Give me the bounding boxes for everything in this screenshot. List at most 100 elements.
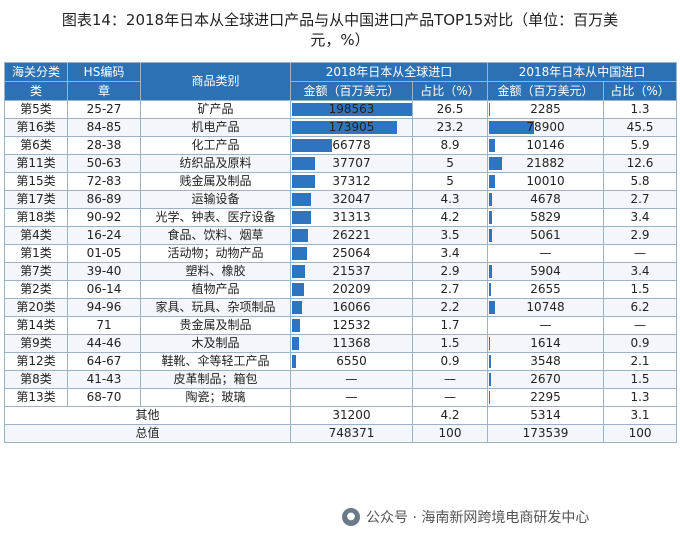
row-china-amount-bar [489,391,491,404]
others-label: 其他 [4,406,291,425]
row-china-amount-bar [489,103,491,116]
row-china-share: 2.9 [603,226,678,245]
row-global-share: 3.4 [411,244,489,263]
row-global-amount-value: 11368 [332,336,371,350]
row-china-amount-value: 5829 [530,210,561,224]
row-global-amount-value: 21537 [332,264,371,278]
row-global-amount-bar [292,283,305,296]
table-row: 第14类 71 贵金属及制品 12532 1.7 — — [4,316,678,335]
header-row-2: 类 章 金额（百万美元） 占比（%） 金额（百万美元） 占比（%） [4,81,678,101]
table-row: 第20类 94-96 家具、玩具、杂项制品 16066 2.2 10748 6.2 [4,298,678,317]
row-china-amount: 3548 [487,352,605,371]
header-global-share: 占比（%） [411,81,489,101]
row-china-amount-bar [489,157,502,170]
row-china-share: 1.5 [603,370,678,389]
row-category: 机电产品 [140,118,291,137]
row-category: 木及制品 [140,334,291,353]
table-row: 第1类 01-05 活动物；动物产品 25064 3.4 — — [4,244,678,263]
row-china-amount-bar [489,211,493,224]
total-global-share: 100 [411,424,489,443]
header-china-amount: 金额（百万美元） [487,81,605,101]
total-global-amount: 748371 [290,424,413,443]
row-global-amount: 6550 [290,352,413,371]
row-global-amount-bar [292,193,312,206]
header-china-share: 占比（%） [603,81,678,101]
row-hs-code: 94-96 [67,298,141,317]
row-customs-class: 第15类 [4,172,68,191]
row-china-amount-value: 10010 [526,174,565,188]
row-china-amount: 5829 [487,208,605,227]
row-global-amount-value: 37312 [332,174,371,188]
chart-title: 图表14：2018年日本从全球进口产品与从中国进口产品TOP15对比（单位：百万… [0,10,680,50]
row-global-amount-bar [292,103,412,116]
row-china-share: 2.1 [603,352,678,371]
row-global-share: 0.9 [411,352,489,371]
header-global-group: 2018年日本从全球进口 [289,62,489,82]
header-category: 商品类别 [140,62,291,101]
row-hs-code: 25-27 [67,100,141,119]
row-china-amount-value: 2655 [530,282,561,296]
row-customs-class: 第7类 [4,262,68,281]
table-row: 第17类 86-89 运输设备 32047 4.3 4678 2.7 [4,190,678,209]
row-category: 运输设备 [140,190,291,209]
row-china-amount-value: 1614 [530,336,561,350]
row-china-amount: 2295 [487,388,605,407]
row-global-amount-bar [292,157,315,170]
row-hs-code: 50-63 [67,154,141,173]
row-category: 光学、钟表、医疗设备 [140,208,291,227]
row-global-amount: 26221 [290,226,413,245]
row-china-share: 3.4 [603,262,678,281]
title-line-2: 元，%） [310,31,370,49]
table-row: 第7类 39-40 塑料、橡胶 21537 2.9 5904 3.4 [4,262,678,281]
row-global-amount-bar [292,211,311,224]
row-china-amount-bar [489,139,495,152]
row-china-amount-bar [489,355,492,368]
row-china-amount-value: — [539,318,552,332]
row-china-amount-bar [489,229,492,242]
row-category: 化工产品 [140,136,291,155]
row-global-amount: 37707 [290,154,413,173]
row-global-amount-bar [292,355,296,368]
row-global-amount-value: 25064 [332,246,371,260]
row-china-amount-bar [489,283,491,296]
others-china-share: 3.1 [603,406,678,425]
row-china-amount-bar [489,121,535,134]
row-global-amount-bar [292,175,315,188]
row-customs-class: 第1类 [4,244,68,263]
row-global-share: 2.9 [411,262,489,281]
row-china-amount-bar [489,175,495,188]
row-china-amount: 78900 [487,118,605,137]
row-global-amount: 12532 [290,316,413,335]
row-china-amount: 21882 [487,154,605,173]
row-global-amount: — [290,370,413,389]
row-customs-class: 第8类 [4,370,68,389]
others-global-share: 4.2 [411,406,489,425]
row-global-share: — [411,388,489,407]
row-customs-class: 第17类 [4,190,68,209]
row-customs-class: 第20类 [4,298,68,317]
row-china-amount: — [487,316,605,335]
row-china-amount-value: 4678 [530,192,561,206]
row-global-amount-value: 32047 [332,192,371,206]
row-global-amount-bar [292,121,398,134]
row-global-share: 5 [411,172,489,191]
row-global-amount: 198563 [290,100,413,119]
table-row: 第18类 90-92 光学、钟表、医疗设备 31313 4.2 5829 3.4 [4,208,678,227]
row-china-amount-bar [489,265,493,278]
row-global-amount-value: 173905 [328,120,375,134]
row-china-amount-bar [489,193,492,206]
table-row: 第4类 16-24 食品、饮料、烟草 26221 3.5 5061 2.9 [4,226,678,245]
row-global-amount-bar [292,247,308,260]
table-row: 第13类 68-70 陶瓷；玻璃 — — 2295 1.3 [4,388,678,407]
row-global-share: 4.3 [411,190,489,209]
row-china-amount-value: 78900 [526,120,565,134]
table-body: 第5类 25-27 矿产品 198563 26.5 2285 1.3 第16类 84-85 机电产… [4,100,678,407]
table-row: 第5类 25-27 矿产品 198563 26.5 2285 1.3 [4,100,678,119]
table-row: 第9类 44-46 木及制品 11368 1.5 1614 0.9 [4,334,678,353]
others-row: 其他 31200 4.2 5314 3.1 [4,406,678,425]
row-china-amount-value: 2295 [530,390,561,404]
row-global-amount: 25064 [290,244,413,263]
row-global-amount-value: 6550 [336,354,367,368]
header-customs-class: 海关分类 [4,62,68,82]
row-china-amount-value: 10748 [526,300,565,314]
